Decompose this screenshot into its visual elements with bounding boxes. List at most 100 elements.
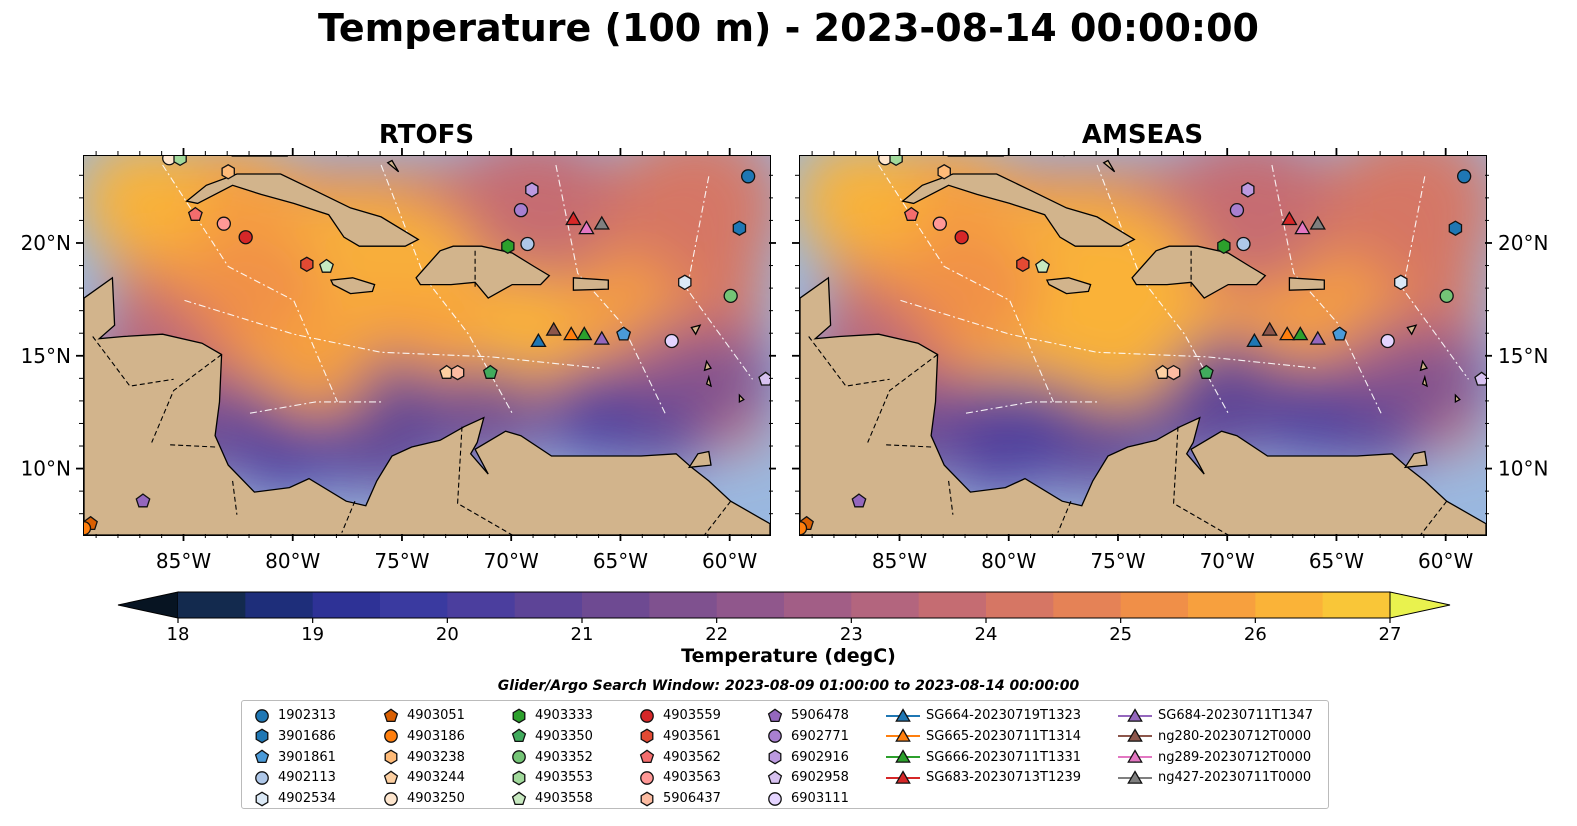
legend-marker-icon	[384, 791, 398, 806]
x-tick-label: 75°W	[1090, 549, 1145, 573]
country-borders	[808, 250, 1448, 535]
legend-marker	[640, 728, 654, 744]
legend-item-argo: 5906478	[765, 705, 849, 726]
temperature-field	[84, 156, 770, 532]
legend-label: 3901686	[278, 728, 336, 744]
legend-label: 4903244	[407, 770, 465, 786]
legend-label: 4903563	[663, 770, 721, 786]
map-rtofs[interactable]	[83, 155, 771, 536]
legend-item-glider: ng280-20230712T0000	[1118, 726, 1311, 747]
colorbar-segment	[986, 592, 1054, 618]
legend-marker-icon	[768, 749, 782, 765]
legend-marker-icon	[383, 707, 399, 722]
colorbar-segment	[1053, 592, 1122, 618]
x-tick-label: 60°W	[702, 549, 757, 573]
legend-marker	[895, 770, 911, 784]
page-title: Temperature (100 m) - 2023-08-14 00:00:0…	[317, 6, 1259, 50]
argo-float-6902771	[513, 202, 529, 218]
legend-label: SG665-20230711T1314	[926, 728, 1082, 744]
legend-marker-icon	[640, 771, 654, 785]
argo-float-4903561	[300, 256, 314, 273]
axis-ticks: 85°W 80°W 75°W 70°W 65°W 60°W 85°W 80°W 75°W 70°W…	[21, 148, 1548, 573]
colorbar-segment	[851, 592, 920, 618]
argo-float-3901686	[1448, 220, 1463, 236]
argo-float-4903238	[221, 164, 235, 180]
colorbar-extend-over	[1389, 591, 1451, 619]
argo-float-4902113	[1236, 236, 1251, 252]
glider-ng427-20230711T0000	[1309, 215, 1326, 230]
legend-item-glider: SG684-20230711T1347	[1118, 705, 1313, 726]
legend-label: ng289-20230712T0000	[1158, 749, 1312, 765]
glider-SG684-20230711T1347	[1309, 330, 1326, 345]
y-tick-label-right: 20°N	[1498, 231, 1548, 255]
legend-item-glider: SG664-20230719T1323	[886, 705, 1081, 726]
legend-item-argo: 4903250	[381, 788, 465, 809]
legend-label: 6902958	[791, 770, 849, 786]
legend-label: SG666-20230711T1331	[926, 749, 1082, 765]
colorbar-tick-label: 23	[840, 624, 863, 645]
argo-float-1902313	[1457, 169, 1472, 184]
colorbar-segment	[1188, 592, 1256, 618]
legend-label: 4903186	[407, 728, 465, 744]
glider-SG683-20230713T1239	[565, 211, 582, 226]
colorbar-segment	[380, 592, 448, 618]
legend-marker-icon	[886, 749, 920, 763]
legend-marker-icon	[384, 749, 398, 765]
legend-marker	[255, 708, 269, 723]
colorbar-label: Temperature (degC)	[681, 645, 896, 667]
legend-marker-icon	[639, 749, 655, 764]
argo-float-3901861	[1332, 326, 1348, 341]
x-tick-label: 70°W	[1200, 549, 1255, 573]
legend-marker	[255, 728, 269, 744]
legend-marker-icon	[886, 728, 920, 743]
glider-ng427-20230711T0000	[593, 215, 610, 230]
legend-item-argo: 4903559	[637, 705, 721, 726]
map-svg-amseas	[800, 156, 1486, 535]
legend-marker	[512, 750, 526, 764]
legend-marker-icon	[255, 771, 269, 785]
legend-marker	[767, 770, 783, 784]
legend-marker-icon	[1118, 749, 1152, 763]
y-tick-label-left: 15°N	[21, 344, 71, 368]
legend-marker	[1127, 728, 1143, 743]
legend-item-glider: SG683-20230713T1239	[886, 767, 1081, 788]
legend-item-argo: 4902534	[252, 788, 336, 809]
y-tick-label-left: 10°N	[21, 457, 71, 481]
x-tick-label: 70°W	[484, 549, 539, 573]
legend-item-argo: 4903333	[509, 705, 593, 726]
argo-float-4903186	[800, 521, 808, 535]
legend-marker	[383, 770, 399, 784]
glider-SG684-20230711T1347	[593, 330, 610, 345]
legend-label: 4903051	[407, 708, 465, 723]
colorbar-extend-under	[117, 591, 179, 619]
argo-float-6902958	[1474, 371, 1486, 386]
argo-float-4903553	[889, 156, 903, 167]
legend-marker	[512, 708, 526, 723]
legend-label: 4903561	[663, 728, 721, 744]
colorbar-segment	[582, 592, 650, 618]
argo-float-3901861	[616, 326, 632, 341]
argo-float-6903111	[664, 333, 679, 349]
argo-float-1902313	[741, 169, 756, 184]
legend-marker-icon	[640, 708, 654, 723]
legend-marker	[384, 749, 398, 765]
glider-SG666-20230711T1331	[576, 326, 593, 341]
legend-marker-icon	[255, 708, 269, 723]
colorbar-tick-label: 22	[705, 624, 728, 645]
legend-item-argo: 6902958	[765, 767, 849, 788]
legend-marker	[768, 791, 782, 806]
colorbar-segment	[918, 592, 987, 618]
legend-label: 4902534	[278, 791, 336, 807]
argo-float-4903558	[1035, 258, 1050, 273]
argo-float-3901686	[732, 220, 747, 236]
legend-item-argo: 4903558	[509, 788, 593, 809]
glider-ng289-20230712T0000	[1294, 220, 1311, 235]
argo-float-4902534	[1394, 274, 1408, 291]
glider-SG666-20230711T1331	[1292, 326, 1309, 341]
argo-float-6902916	[525, 182, 539, 198]
legend-marker-icon	[1118, 728, 1152, 743]
colorbar-segment	[649, 592, 718, 618]
legend-marker	[511, 791, 527, 805]
map-amseas[interactable]	[799, 155, 1487, 536]
legend-marker-icon	[384, 729, 398, 744]
